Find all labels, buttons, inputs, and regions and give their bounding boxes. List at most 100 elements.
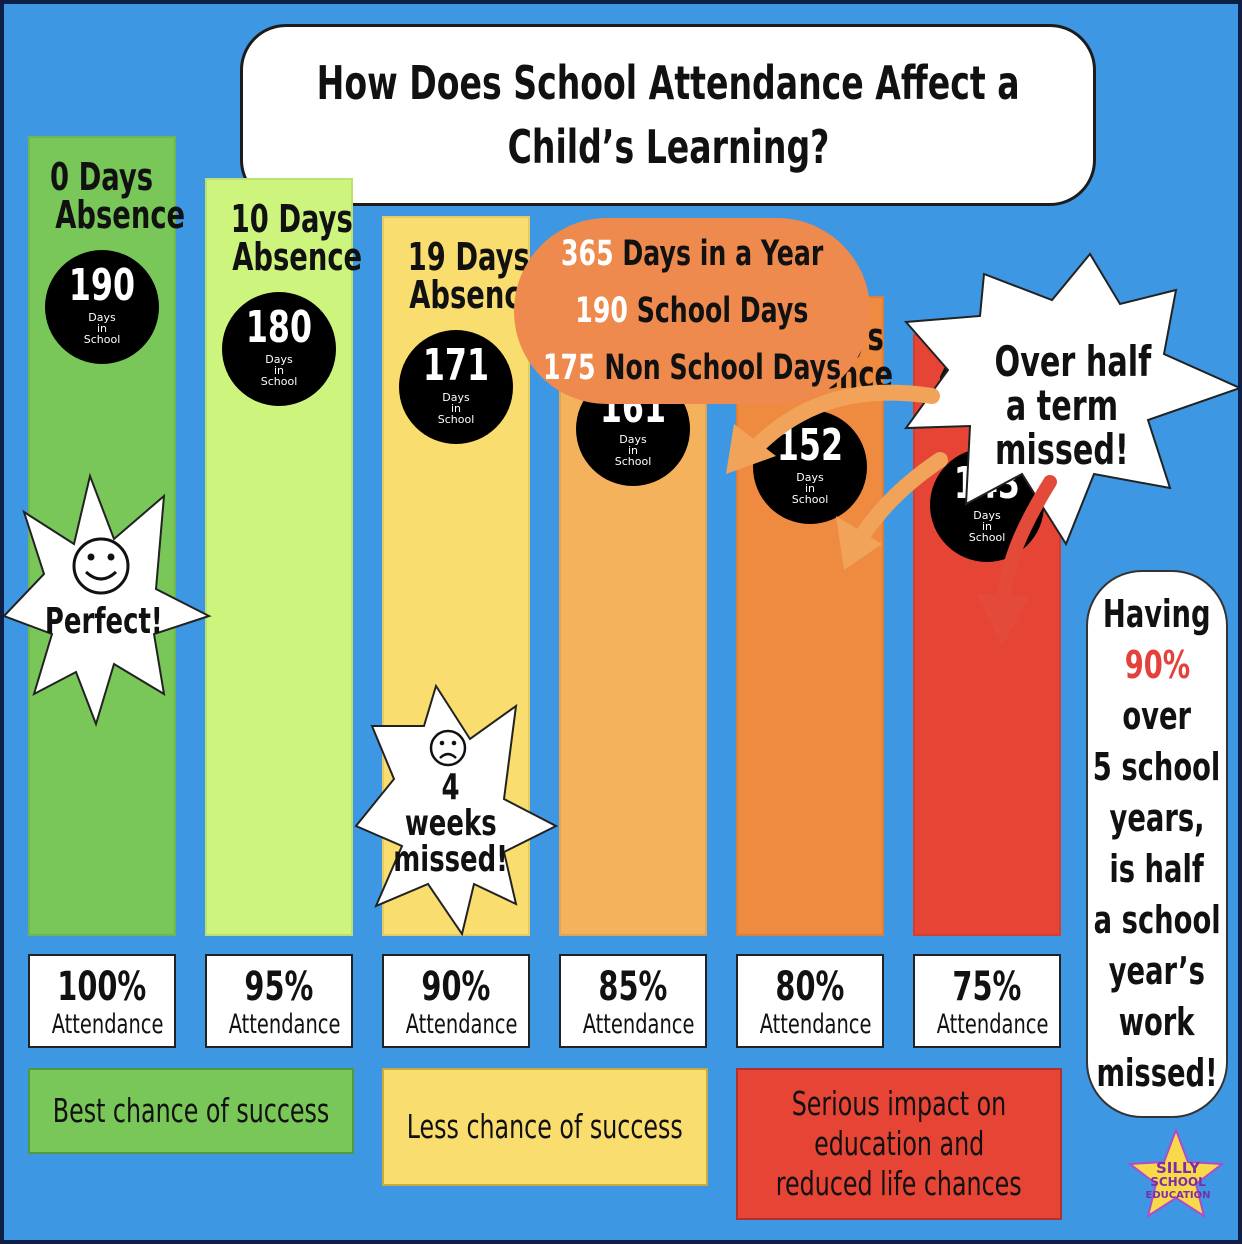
- title-line-2: Child’s Learning?: [507, 120, 829, 174]
- oval-line-2: 190 School Days: [575, 283, 808, 340]
- logo-line-2: SCHOOL: [1150, 1175, 1206, 1189]
- logo-line-1: SILLY: [1155, 1159, 1201, 1177]
- arrow-head-75: [976, 594, 1030, 646]
- absence-label: 19 Days Absence: [384, 235, 539, 314]
- oval-num-2: 190: [575, 290, 629, 331]
- outcome-serious-line-2: education and: [813, 1124, 985, 1163]
- smiley-mouth: [84, 570, 118, 581]
- over-half-line-3: missed!: [995, 425, 1129, 474]
- over-half-starburst: [903, 252, 1238, 547]
- four-weeks-callout: 4 weeks missed!: [366, 770, 536, 878]
- over-half-line-2: a term: [1005, 381, 1119, 430]
- absence-label: 0 Days Absence: [30, 155, 185, 234]
- attendance-box-0: 100% Attendance: [28, 954, 176, 1048]
- decorations: [4, 252, 1238, 1219]
- days-in-school-value: 190: [68, 260, 136, 311]
- absence-word: Absence: [55, 193, 186, 237]
- attendance-box-5: 75% Attendance: [913, 954, 1061, 1048]
- outcome-less: Less chance of success: [382, 1068, 708, 1186]
- right-line-1: Having: [1103, 592, 1211, 636]
- absence-days: 10 Days: [230, 197, 353, 241]
- attendance-box-1: 95% Attendance: [205, 954, 353, 1048]
- arrow-to-90: [740, 384, 940, 464]
- four-weeks-line-2: weeks: [405, 803, 497, 844]
- attendance-percent: 100%: [57, 964, 147, 1010]
- outcome-less-label: Less chance of success: [406, 1107, 684, 1146]
- four-weeks-line-3: missed!: [393, 839, 509, 880]
- absence-days: 19 Days: [407, 235, 530, 279]
- right-line-9: work: [1119, 1000, 1195, 1044]
- sad-eye-right: [451, 740, 457, 746]
- attendance-percent: 85%: [598, 964, 668, 1010]
- days-in-school-caption: Days in School: [437, 391, 475, 426]
- attendance-percent: 75%: [952, 964, 1022, 1010]
- attendance-word: Attendance: [936, 1009, 1049, 1040]
- outcome-best-label: Best chance of success: [52, 1091, 330, 1130]
- title-box: How Does School Attendance Affect a Chil…: [240, 24, 1096, 206]
- arrow-head-90: [726, 424, 776, 474]
- right-line-8: year’s: [1108, 949, 1206, 993]
- perfect-callout: Perfect!: [12, 602, 196, 642]
- attendance-word: Attendance: [405, 1009, 518, 1040]
- sad-eye-left: [439, 740, 445, 746]
- days-in-school-value: 180: [245, 302, 313, 353]
- attendance-box-3: 85% Attendance: [559, 954, 707, 1048]
- title-line-1: How Does School Attendance Affect a: [316, 56, 1020, 110]
- absence-word: Absence: [232, 235, 363, 279]
- days-in-school-caption: Days in School: [968, 509, 1006, 544]
- attendance-word: Attendance: [51, 1009, 164, 1040]
- outcome-serious-line-1: Serious impact on: [791, 1084, 1007, 1123]
- attendance-box-2: 90% Attendance: [382, 954, 530, 1048]
- days-in-school-caption: Days in School: [83, 311, 121, 346]
- days-in-school-circle: 190 Days in School: [45, 250, 159, 364]
- oval-num-1: 365: [560, 233, 614, 274]
- logo-star-icon: [1127, 1127, 1225, 1219]
- outcome-serious-line-3: reduced life chances: [776, 1164, 1022, 1203]
- perfect-label: Perfect!: [45, 601, 163, 642]
- right-line-2: 90%: [1124, 643, 1190, 687]
- sad-face-icon: [429, 729, 467, 767]
- right-line-3: over: [1122, 694, 1192, 738]
- attendance-word: Attendance: [228, 1009, 341, 1040]
- attendance-word: Attendance: [759, 1009, 872, 1040]
- over-half-callout: Over half a term missed!: [964, 340, 1160, 472]
- days-in-school-caption: Days in School: [260, 353, 298, 388]
- outcome-best: Best chance of success: [28, 1068, 354, 1154]
- days-in-school-circle: 180 Days in School: [222, 292, 336, 406]
- attendance-word: Attendance: [582, 1009, 695, 1040]
- smiley-eye-left: [87, 553, 95, 561]
- days-in-school-value: 171: [422, 340, 490, 391]
- logo-line-3: EDUCATION: [1145, 1190, 1211, 1201]
- days-in-school-caption: Days in School: [614, 433, 652, 468]
- outcome-serious: Serious impact on education and reduced …: [736, 1068, 1062, 1220]
- oval-line-1: 365 Days in a Year: [561, 226, 823, 283]
- smiley-eye-right: [107, 553, 115, 561]
- sad-mouth: [439, 752, 457, 759]
- over-half-line-1: Over half: [994, 337, 1152, 386]
- right-panel: Having 90% over 5 school years, is half …: [1086, 570, 1228, 1118]
- four-weeks-line-1: 4: [441, 767, 461, 808]
- days-in-school-caption: Days in School: [791, 471, 829, 506]
- right-line-7: a school: [1093, 898, 1221, 942]
- right-line-5: years,: [1109, 796, 1205, 840]
- right-line-6: is half: [1109, 847, 1205, 891]
- four-weeks-starburst: [354, 683, 559, 937]
- bar-1: 10 Days Absence 180 Days in School: [205, 178, 362, 936]
- absence-label: 10 Days Absence: [207, 197, 362, 276]
- smiley-face-icon: [72, 537, 130, 595]
- absence-days: 0 Days: [50, 155, 154, 199]
- perfect-starburst: [4, 472, 212, 728]
- attendance-percent: 90%: [421, 964, 491, 1010]
- days-in-school-value: 152: [776, 420, 844, 471]
- year-days-oval: 365 Days in a Year 190 School Days 175 N…: [514, 218, 870, 404]
- attendance-box-4: 80% Attendance: [736, 954, 884, 1048]
- attendance-percent: 80%: [775, 964, 845, 1010]
- days-in-school-circle: 171 Days in School: [399, 330, 513, 444]
- oval-line-3: 175 Non School Days: [543, 340, 841, 397]
- oval-text-1: Days in a Year: [613, 233, 824, 274]
- right-line-4: 5 school: [1093, 745, 1221, 789]
- right-line-10: missed!: [1096, 1051, 1218, 1095]
- attendance-percent: 95%: [244, 964, 314, 1010]
- logo: SILLY SCHOOL EDUCATION: [1130, 1160, 1226, 1202]
